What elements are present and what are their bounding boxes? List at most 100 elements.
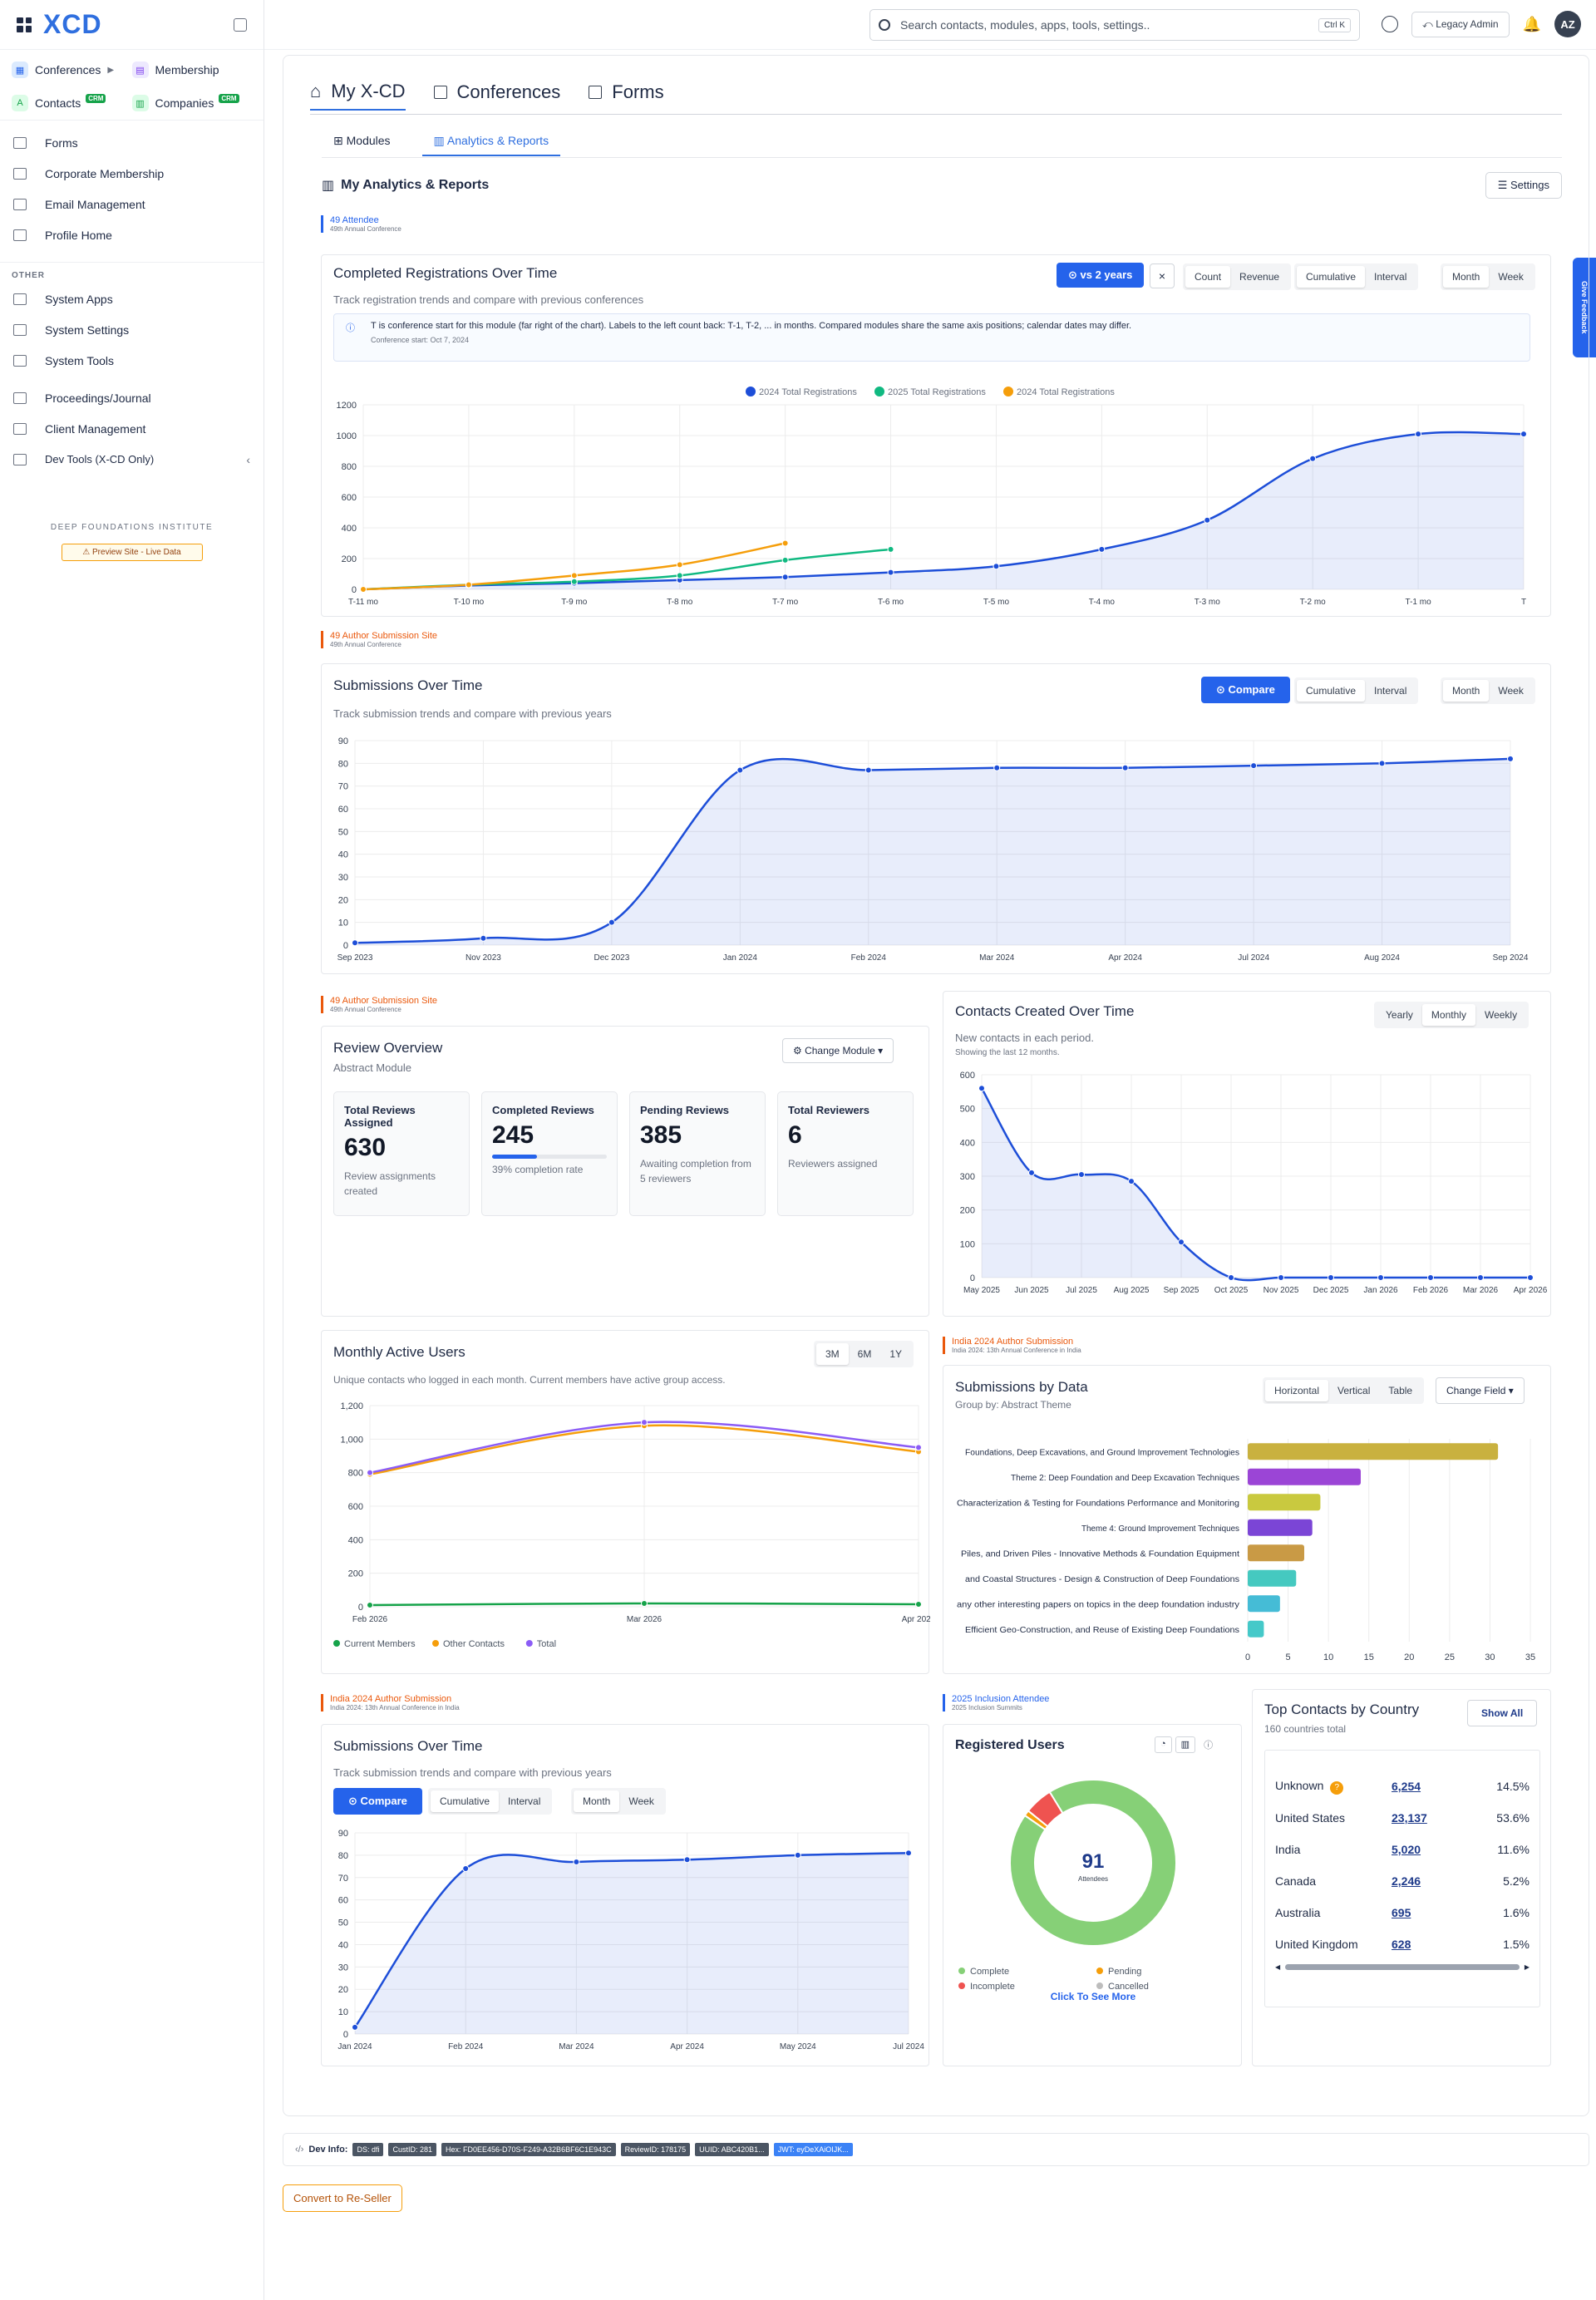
dev-info-bar: ‹/› Dev Info: DS: dfi CustID: 281 Hex: F…	[283, 2133, 1589, 2166]
module-conferences[interactable]: ▦ Conferences ▶	[12, 62, 132, 78]
compare-button[interactable]: ⊙ Compare	[1201, 677, 1290, 703]
module-membership[interactable]: ▤ Membership	[131, 62, 253, 78]
dev-chip[interactable]: CustID: 281	[388, 2143, 436, 2156]
monthly-option[interactable]: Monthly	[1421, 1004, 1475, 1026]
interval-option[interactable]: Interval	[1374, 685, 1407, 697]
scroll-left-icon[interactable]: ◀	[1275, 1963, 1281, 1971]
series-area	[355, 758, 1510, 945]
help-icon[interactable]: ?	[1330, 1780, 1344, 1795]
yearly-option[interactable]: Yearly	[1386, 1009, 1413, 1021]
dev-chip[interactable]: DS: dfi	[352, 2143, 384, 2156]
month-option[interactable]: Month	[574, 1790, 620, 1812]
sidebar-item-system-settings[interactable]: System Settings	[0, 314, 264, 345]
show-all-button[interactable]: Show All	[1467, 1700, 1538, 1726]
legend-marker	[958, 1968, 965, 1974]
chevron-left-icon[interactable]: ‹	[246, 452, 250, 466]
month-option[interactable]: Month	[1443, 266, 1490, 288]
dev-chip[interactable]: UUID: ABC420B1...	[695, 2143, 769, 2156]
tab-forms[interactable]: Forms	[589, 81, 664, 111]
month-option[interactable]: Month	[1443, 680, 1490, 702]
info-icon[interactable]: ⓘ	[1204, 1741, 1214, 1751]
y-tick-label: 0	[358, 1603, 363, 1613]
range-6m[interactable]: 6M	[857, 1348, 872, 1360]
legend-label: Cancelled	[1108, 1982, 1149, 1992]
sidebar-item-dev-tools[interactable]: Dev Tools (X-CD Only) ‹	[0, 444, 264, 475]
series-line	[362, 431, 1525, 591]
app-logo[interactable]: XCD	[43, 9, 102, 39]
bar-chart-icon[interactable]: ▥	[1175, 1736, 1196, 1753]
compare-button[interactable]: ⊙ vs 2 years	[1057, 263, 1145, 288]
dev-chip[interactable]: JWT: eyDeXAiOIJK...	[773, 2143, 853, 2156]
module-companies[interactable]: ▥ Companies CRM	[131, 93, 253, 111]
apps-grid-icon[interactable]	[17, 17, 32, 32]
revenue-option[interactable]: Revenue	[1239, 271, 1280, 283]
change-field-button[interactable]: Change Field ▾	[1436, 1377, 1525, 1404]
interval-option[interactable]: Interval	[508, 1795, 541, 1807]
table-option[interactable]: Table	[1388, 1385, 1413, 1396]
y-tick-label: 0	[343, 2030, 348, 2040]
tab-modules[interactable]: ⊞ Modules	[333, 134, 391, 147]
week-option[interactable]: Week	[1498, 685, 1524, 697]
country-count[interactable]: 6,254	[1392, 1780, 1421, 1793]
module-contacts[interactable]: A Contacts CRM	[12, 93, 132, 111]
dev-chip[interactable]: Hex: FD0EE456-D70S-F249-A32B6BF6C1E943C	[441, 2143, 616, 2156]
tab-conferences[interactable]: Conferences	[433, 81, 560, 111]
week-option[interactable]: Week	[1498, 271, 1524, 283]
tab-analytics[interactable]: ▥ Analytics & Reports	[421, 131, 561, 156]
convert-reseller-button[interactable]: Convert to Re-Seller	[283, 2184, 402, 2212]
country-count[interactable]: 5,020	[1392, 1843, 1421, 1856]
country-count[interactable]: 23,137	[1392, 1811, 1427, 1825]
scrollbar-thumb[interactable]	[1285, 1964, 1520, 1970]
range-3m[interactable]: 3M	[816, 1343, 849, 1365]
sidebar-item-system-apps[interactable]: System Apps	[0, 283, 264, 314]
interval-option[interactable]: Interval	[1374, 271, 1407, 283]
close-icon[interactable]: ×	[1150, 263, 1175, 288]
cumulative-option[interactable]: Cumulative	[1297, 266, 1366, 288]
country-count[interactable]: 628	[1392, 1938, 1411, 1951]
x-tick-label: Feb 2024	[851, 953, 887, 963]
info-subtext: Conference start: Oct 7, 2024	[371, 336, 470, 344]
compare-button[interactable]: ⊙ Compare	[333, 1788, 422, 1815]
country-count[interactable]: 2,246	[1392, 1874, 1421, 1888]
vertical-option[interactable]: Vertical	[1337, 1385, 1371, 1396]
bell-icon[interactable]: 🔔	[1522, 15, 1541, 32]
data-point	[887, 545, 894, 553]
pie-chart-icon[interactable]: ◔	[1155, 1736, 1172, 1753]
cumulative-option[interactable]: Cumulative	[1297, 680, 1366, 702]
sidebar-item-system-tools[interactable]: System Tools	[0, 345, 264, 376]
count-option[interactable]: Count	[1185, 266, 1231, 288]
range-1y[interactable]: 1Y	[889, 1348, 903, 1360]
legacy-admin-button[interactable]: ⤺ Legacy Admin	[1411, 11, 1510, 37]
horizontal-option[interactable]: Horizontal	[1265, 1380, 1329, 1401]
x-tick-label: 15	[1364, 1652, 1374, 1662]
help-icon[interactable]	[1382, 16, 1399, 32]
search-input[interactable]: Search contacts, modules, apps, tools, s…	[869, 9, 1360, 41]
give-feedback-button[interactable]: Give Feedback	[1573, 258, 1596, 357]
module-tag-sub: India 2024: 13th Annual Conference in In…	[330, 1704, 460, 1711]
sidebar-item-profile-home[interactable]: Profile Home	[0, 219, 264, 250]
sidebar-item-corporate-membership[interactable]: Corporate Membership	[0, 158, 264, 189]
sidebar-item-proceedings[interactable]: Proceedings/Journal	[0, 382, 264, 413]
collapse-sidebar-icon[interactable]	[234, 17, 247, 32]
horizontal-scrollbar[interactable]: ◀ ▶	[1275, 1963, 1530, 1971]
avatar[interactable]: AZ	[1554, 11, 1581, 37]
compare-label: Compare	[1228, 683, 1275, 696]
y-tick-label: 0	[343, 941, 348, 951]
sidebar-item-forms[interactable]: Forms	[0, 127, 264, 158]
dev-chip[interactable]: ReviewID: 178175	[620, 2143, 691, 2156]
tab-my-xcd[interactable]: ⌂ My X-CD	[310, 81, 406, 111]
weekly-option[interactable]: Weekly	[1484, 1009, 1518, 1021]
bar	[1248, 1544, 1304, 1562]
cumulative-option[interactable]: Cumulative	[431, 1790, 500, 1812]
settings-button[interactable]: ☰ Settings	[1485, 172, 1562, 199]
data-point	[864, 766, 872, 774]
module-tag-sub: India 2024: 13th Annual Conference in In…	[952, 1347, 1081, 1354]
sidebar-item-client-management[interactable]: Client Management	[0, 413, 264, 444]
sidebar-item-email-management[interactable]: Email Management	[0, 189, 264, 219]
week-option[interactable]: Week	[628, 1795, 654, 1807]
change-module-button[interactable]: ⚙ Change Module ▾	[782, 1038, 894, 1063]
see-more-link[interactable]: Click To See More	[1050, 1991, 1136, 2002]
scroll-right-icon[interactable]: ▶	[1524, 1963, 1530, 1971]
mau-chart: 0 200 400 600 800 1,000 1,200 Feb 2026 Mar 2026 A…	[333, 1401, 930, 1649]
country-count[interactable]: 695	[1392, 1906, 1411, 1919]
